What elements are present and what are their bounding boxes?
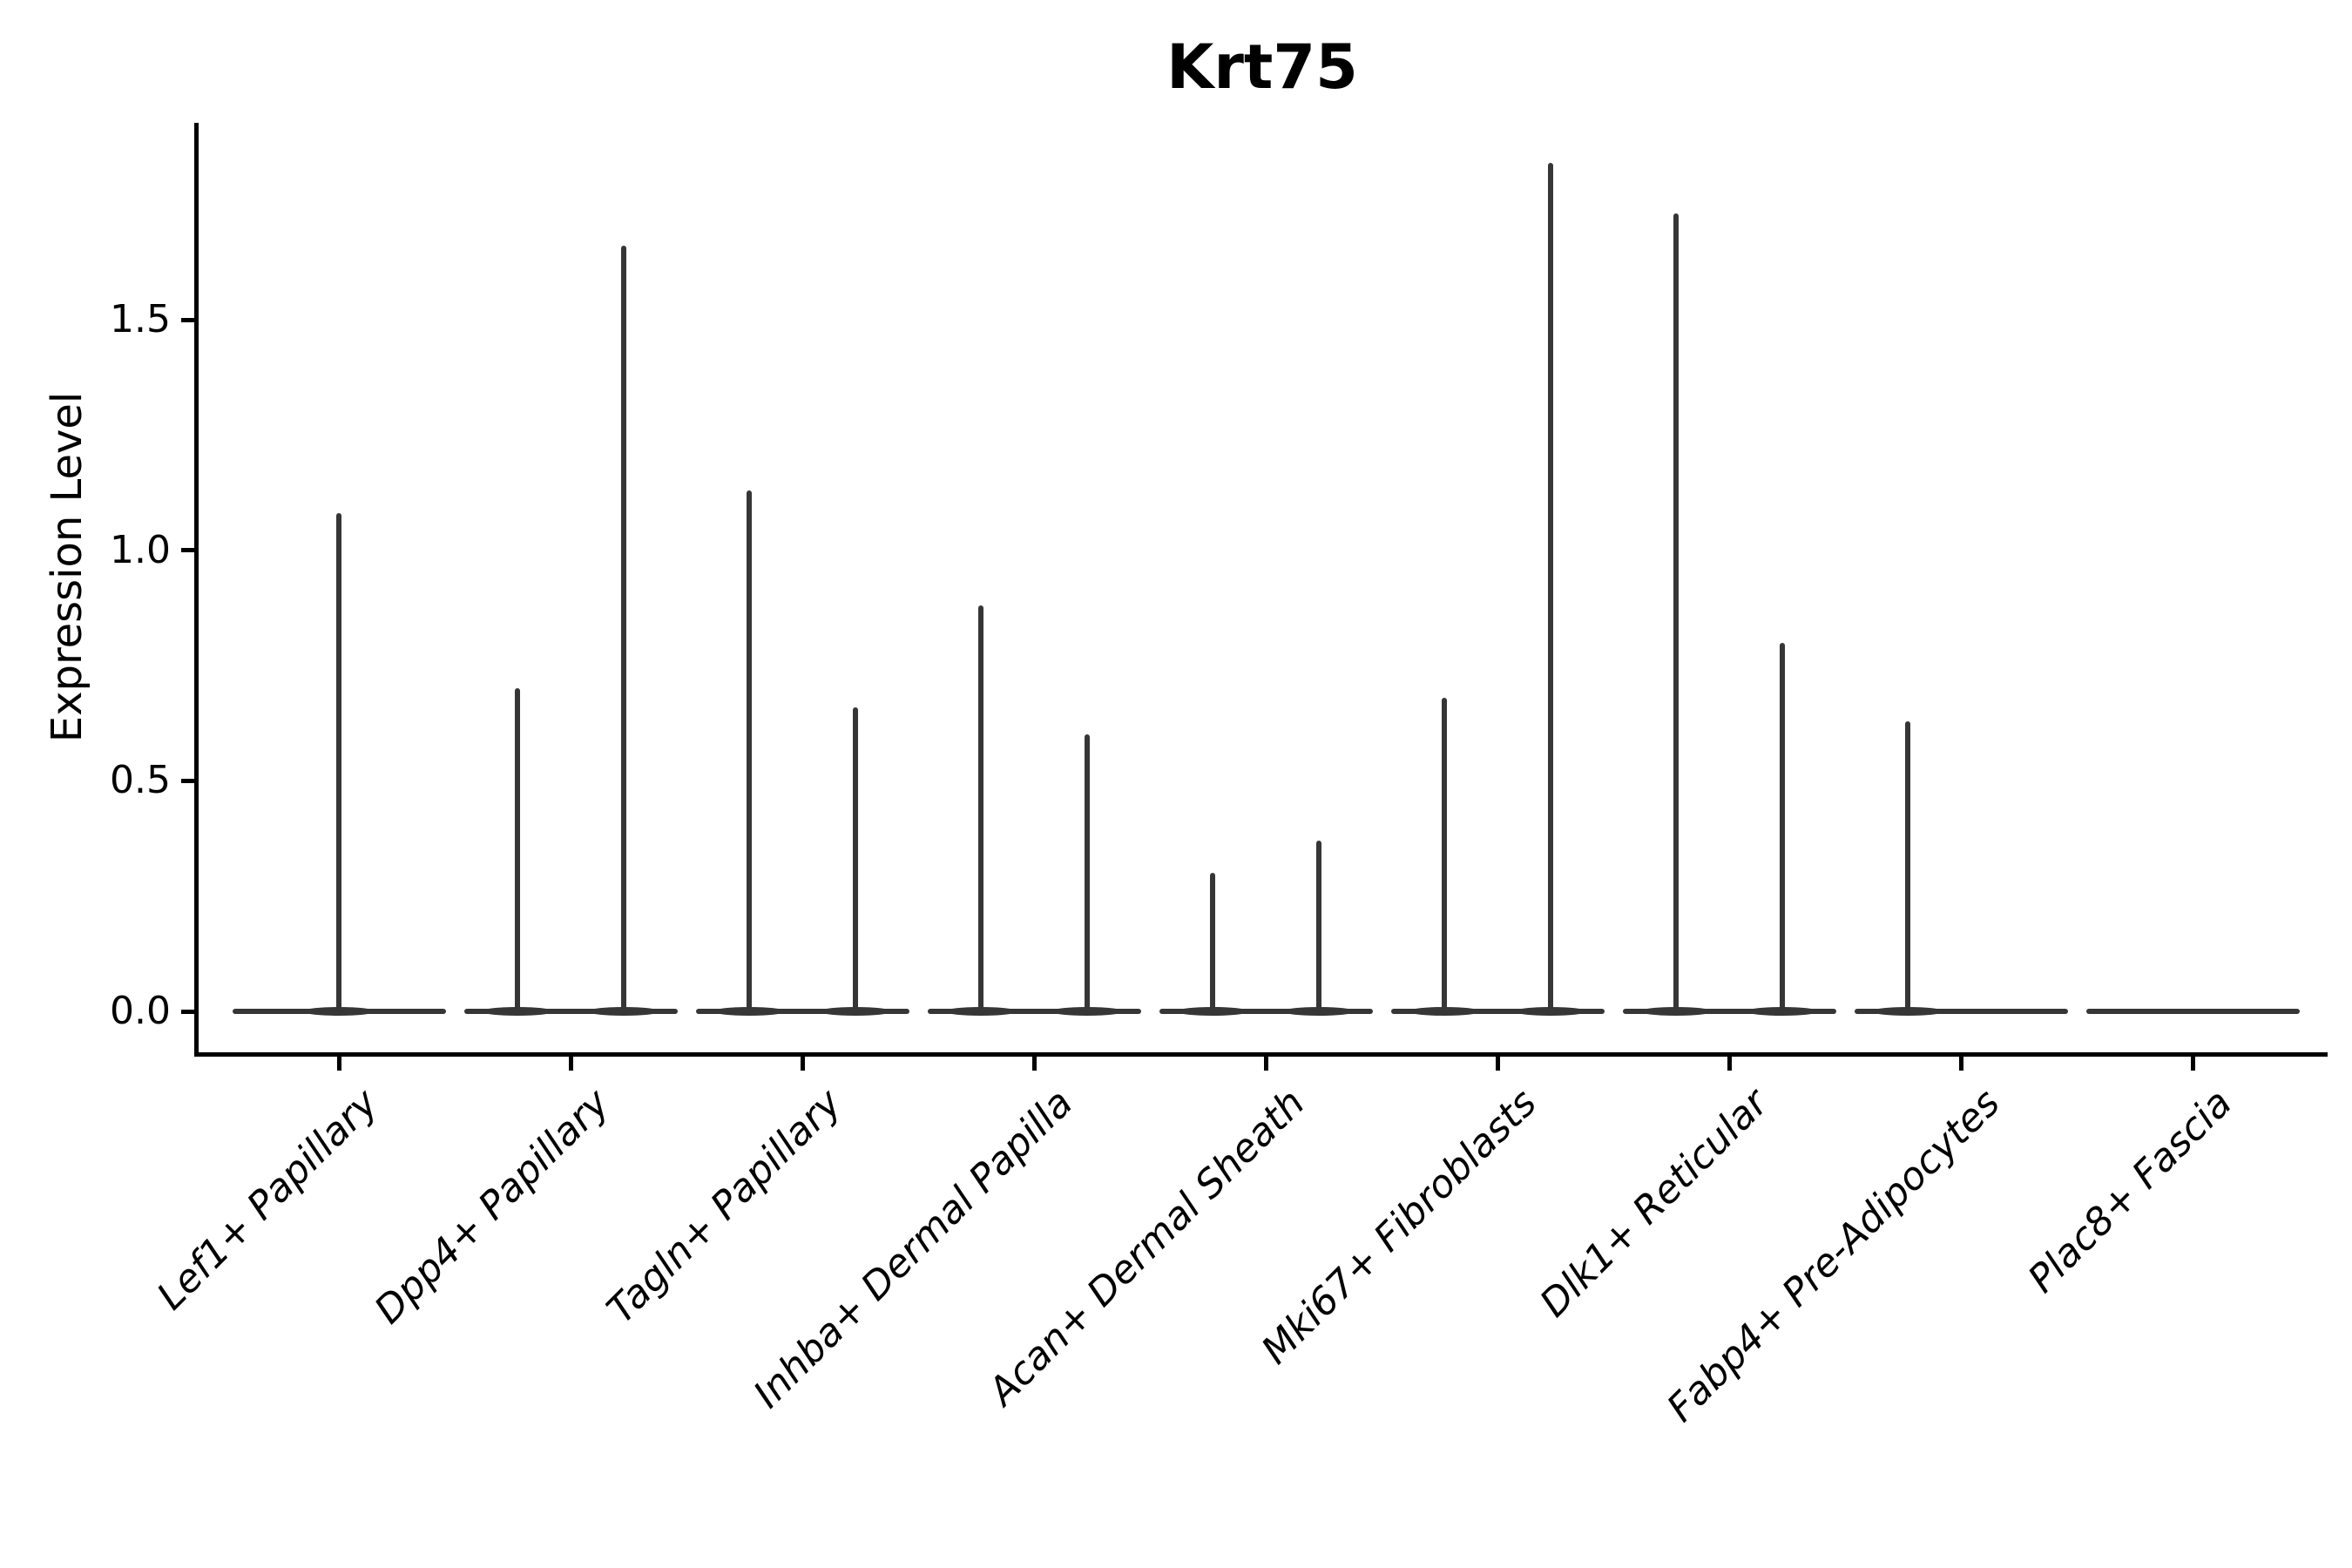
y-tick-label: 1.5 <box>110 297 171 342</box>
y-tick-label: 1.0 <box>110 527 171 572</box>
violin-needle <box>1085 734 1090 1014</box>
violin-needle <box>515 688 520 1014</box>
violin-baseline <box>927 1009 1141 1014</box>
x-tick-label: Plac8+ Fascia <box>2019 1080 2240 1301</box>
violin-baseline <box>695 1009 909 1014</box>
y-tick-mark <box>181 317 195 322</box>
plot-title: Krt75 <box>1166 31 1358 103</box>
x-tick-mark <box>1263 1057 1268 1071</box>
violin-needle <box>1316 841 1321 1014</box>
violin-needle <box>1548 163 1553 1014</box>
y-tick-mark <box>181 778 195 783</box>
violin-baseline <box>1390 1009 1605 1014</box>
y-axis-spine <box>194 123 199 1057</box>
violin-needle <box>853 706 858 1014</box>
y-tick-mark <box>181 1009 195 1014</box>
x-tick-mark <box>1727 1057 1732 1071</box>
x-tick-label: Lef1+ Papillary <box>148 1080 387 1319</box>
violin-needle <box>1210 873 1215 1014</box>
violin-baseline <box>2085 1009 2300 1014</box>
violin-baseline <box>1622 1009 1836 1014</box>
violin-baseline <box>1854 1009 2068 1014</box>
violin-needle <box>978 605 983 1014</box>
x-tick-mark <box>336 1057 341 1071</box>
violin-needle <box>747 490 752 1014</box>
violin-baseline <box>1159 1009 1373 1014</box>
violin-needle <box>1905 720 1910 1014</box>
x-tick-mark <box>1495 1057 1500 1071</box>
x-tick-mark <box>2190 1057 2195 1071</box>
violin-needle <box>621 246 626 1014</box>
x-tick-mark <box>1958 1057 1963 1071</box>
x-tick-mark <box>1031 1057 1037 1071</box>
y-tick-mark <box>181 548 195 553</box>
x-axis-spine <box>194 1052 2328 1057</box>
x-tick-label: Tagln+ Papillary <box>598 1080 850 1333</box>
x-tick-label: Dlk1+ Reticular <box>1531 1080 1777 1326</box>
violin-needle <box>336 513 341 1014</box>
y-tick-label: 0.0 <box>110 989 171 1033</box>
y-tick-label: 0.5 <box>110 758 171 803</box>
x-tick-label: Dpp4+ Papillary <box>366 1080 618 1333</box>
violin-needle <box>1780 642 1785 1014</box>
violin-needle <box>1442 698 1447 1014</box>
x-tick-mark <box>568 1057 573 1071</box>
violin-needle <box>1673 213 1679 1014</box>
x-tick-mark <box>800 1057 805 1071</box>
violin-baseline <box>463 1009 678 1014</box>
